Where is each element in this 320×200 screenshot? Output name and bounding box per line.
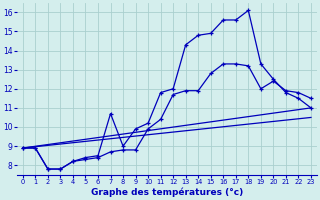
X-axis label: Graphe des températures (°c): Graphe des températures (°c) (91, 188, 243, 197)
